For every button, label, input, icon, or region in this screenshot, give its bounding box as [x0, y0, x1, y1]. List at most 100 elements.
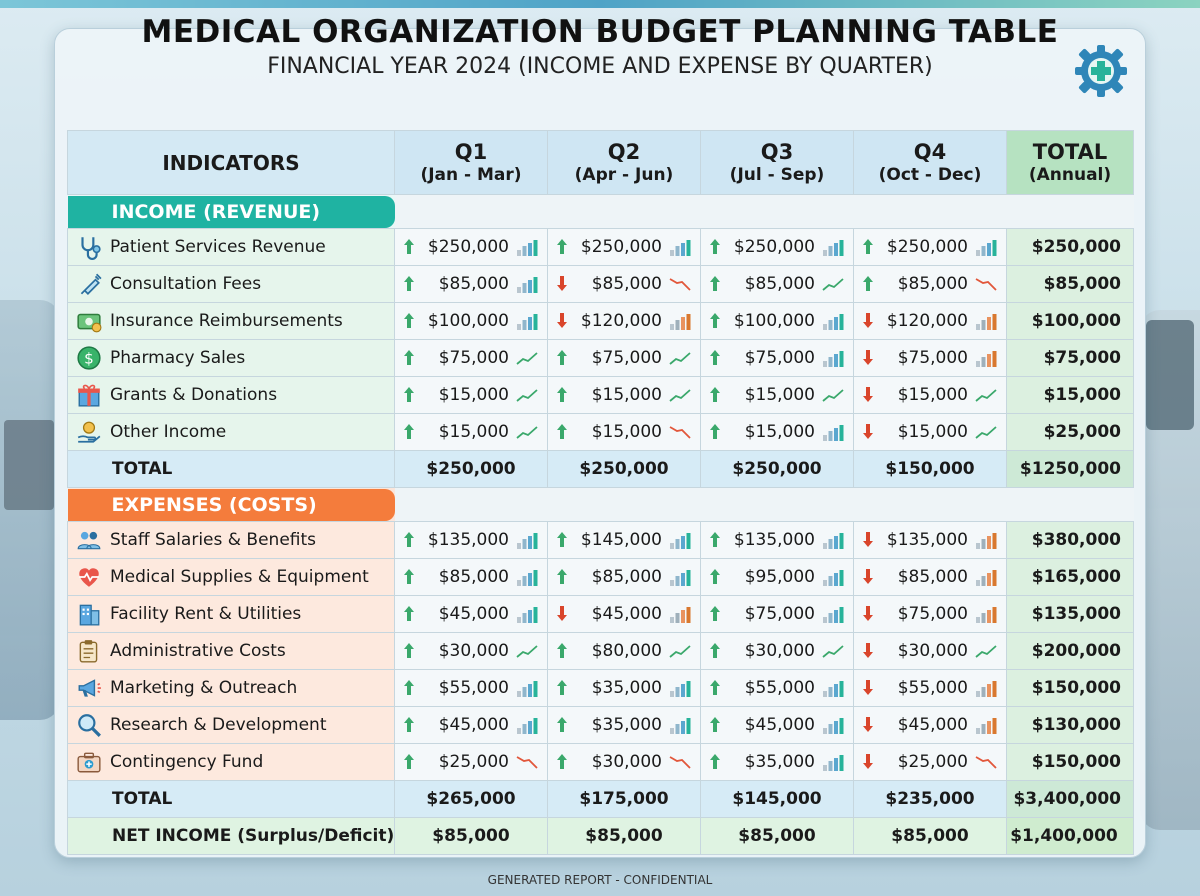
quarter-cell-q1: $25,000	[394, 743, 548, 781]
header-q4-range: (Oct - Dec)	[878, 164, 982, 185]
arrow-up-icon	[709, 349, 721, 366]
arrow-up-icon	[403, 386, 415, 403]
gift-icon	[76, 382, 102, 408]
arrow-up-icon	[709, 568, 721, 585]
table-row: Marketing & Outreach $55,000 $35,000 $55,00…	[67, 669, 1134, 707]
trend-up-icon	[822, 642, 844, 660]
arrow-down-icon	[862, 312, 874, 329]
hand-coin-icon	[76, 419, 102, 445]
table-row: Insurance Reimbursements $100,000 $120,000…	[67, 302, 1134, 340]
arrow-up-icon	[709, 753, 721, 770]
bar-chart-icon	[669, 605, 691, 623]
quarter-value: $85,000	[744, 274, 815, 294]
arrow-down-icon	[862, 531, 874, 548]
quarter-value: $55,000	[744, 678, 815, 698]
income-grand-total: $1250,000	[1006, 450, 1134, 488]
row-total: $165,000	[1006, 558, 1134, 596]
quarter-cell-q3: $45,000	[700, 706, 854, 744]
row-total: $100,000	[1006, 302, 1134, 340]
quarter-value: $30,000	[438, 641, 509, 661]
quarter-value: $35,000	[744, 752, 815, 772]
arrow-up-icon	[556, 386, 568, 403]
row-label: Administrative Costs	[110, 641, 286, 661]
table-header-row: INDICATORS Q1 (Jan - Mar) Q2 (Apr - Jun) Q…	[67, 130, 1134, 195]
arrow-up-icon	[403, 531, 415, 548]
row-label: Other Income	[110, 422, 227, 442]
row-label-cell: Medical Supplies & Equipment	[67, 558, 395, 596]
header-q1-range: (Jan - Mar)	[420, 164, 522, 185]
quarter-cell-q1: $45,000	[394, 595, 548, 633]
bar-chart-icon	[975, 605, 997, 623]
bar-chart-icon	[516, 679, 538, 697]
arrow-up-icon	[709, 238, 721, 255]
arrow-up-icon	[709, 531, 721, 548]
row-label-cell: $ Pharmacy Sales	[67, 339, 395, 377]
header-total-range: (Annual)	[1028, 164, 1112, 185]
row-label-cell: Insurance Reimbursements	[67, 302, 395, 340]
arrow-up-icon	[556, 568, 568, 585]
quarter-cell-q2: $75,000	[547, 339, 701, 377]
expenses-section-cell: EXPENSES (COSTS)	[67, 487, 395, 522]
net-income-q4: $85,000	[853, 817, 1007, 855]
row-total: $130,000	[1006, 706, 1134, 744]
building-icon	[76, 601, 102, 627]
quarter-cell-q3: $35,000	[700, 743, 854, 781]
row-label: Facility Rent & Utilities	[110, 604, 302, 624]
magnifier-icon	[76, 712, 102, 738]
budget-table: INDICATORS Q1 (Jan - Mar) Q2 (Apr - Jun) Q…	[67, 130, 1134, 855]
arrow-up-icon	[709, 716, 721, 733]
income-section-blank	[394, 194, 1134, 229]
table-row: Research & Development $45,000 $35,000 $45,…	[67, 706, 1134, 744]
arrow-up-icon	[709, 679, 721, 696]
trend-down-icon	[669, 753, 691, 771]
quarter-cell-q4: $85,000	[853, 558, 1007, 596]
quarter-cell-q2: $85,000	[547, 558, 701, 596]
quarter-cell-q2: $30,000	[547, 743, 701, 781]
expenses-total-q2: $175,000	[547, 780, 701, 818]
bar-chart-icon	[975, 349, 997, 367]
quarter-cell-q2: $15,000	[547, 413, 701, 451]
bar-chart-icon	[516, 568, 538, 586]
dollar-coin-icon: $	[76, 345, 102, 371]
trend-up-icon	[822, 275, 844, 293]
quarter-value: $80,000	[591, 641, 662, 661]
bar-chart-icon	[669, 312, 691, 330]
header-q3-range: (Jul - Sep)	[729, 164, 825, 185]
quarter-value: $85,000	[897, 274, 968, 294]
quarter-cell-q4: $30,000	[853, 632, 1007, 670]
bar-chart-icon	[975, 679, 997, 697]
arrow-down-icon	[862, 642, 874, 659]
bar-chart-icon	[822, 312, 844, 330]
quarter-value: $250,000	[886, 237, 968, 257]
quarter-value: $85,000	[897, 567, 968, 587]
trend-down-icon	[669, 423, 691, 441]
expenses-total-row: TOTAL $265,000 $175,000 $145,000 $235,000 $3,…	[67, 780, 1134, 818]
row-label: Research & Development	[110, 715, 327, 735]
row-label: Contingency Fund	[110, 752, 264, 772]
quarter-value: $55,000	[438, 678, 509, 698]
stethoscope-icon	[76, 234, 102, 260]
row-label: Consultation Fees	[110, 274, 262, 294]
quarter-value: $15,000	[591, 422, 662, 442]
quarter-value: $100,000	[733, 311, 815, 331]
quarter-value: $120,000	[886, 311, 968, 331]
row-total: $200,000	[1006, 632, 1134, 670]
bar-chart-icon	[975, 568, 997, 586]
income-section-header: INCOME (REVENUE)	[67, 194, 1134, 229]
quarter-cell-q1: $45,000	[394, 706, 548, 744]
header-total-label: TOTAL	[1032, 139, 1108, 164]
bar-chart-icon	[975, 238, 997, 256]
header-q2-label: Q2	[607, 139, 641, 164]
row-label: Grants & Donations	[110, 385, 278, 405]
quarter-cell-q1: $55,000	[394, 669, 548, 707]
quarter-cell-q3: $100,000	[700, 302, 854, 340]
income-section-cell: INCOME (REVENUE)	[67, 194, 395, 229]
row-label-cell: Consultation Fees	[67, 265, 395, 303]
expenses-total-q3: $145,000	[700, 780, 854, 818]
table-row: Administrative Costs $30,000 $80,000 $30,00…	[67, 632, 1134, 670]
expenses-total-q4: $235,000	[853, 780, 1007, 818]
quarter-cell-q4: $250,000	[853, 228, 1007, 266]
page-title: MEDICAL ORGANIZATION BUDGET PLANNING TAB…	[141, 14, 1059, 50]
income-section-label: INCOME (REVENUE)	[67, 195, 395, 228]
row-total: $150,000	[1006, 743, 1134, 781]
